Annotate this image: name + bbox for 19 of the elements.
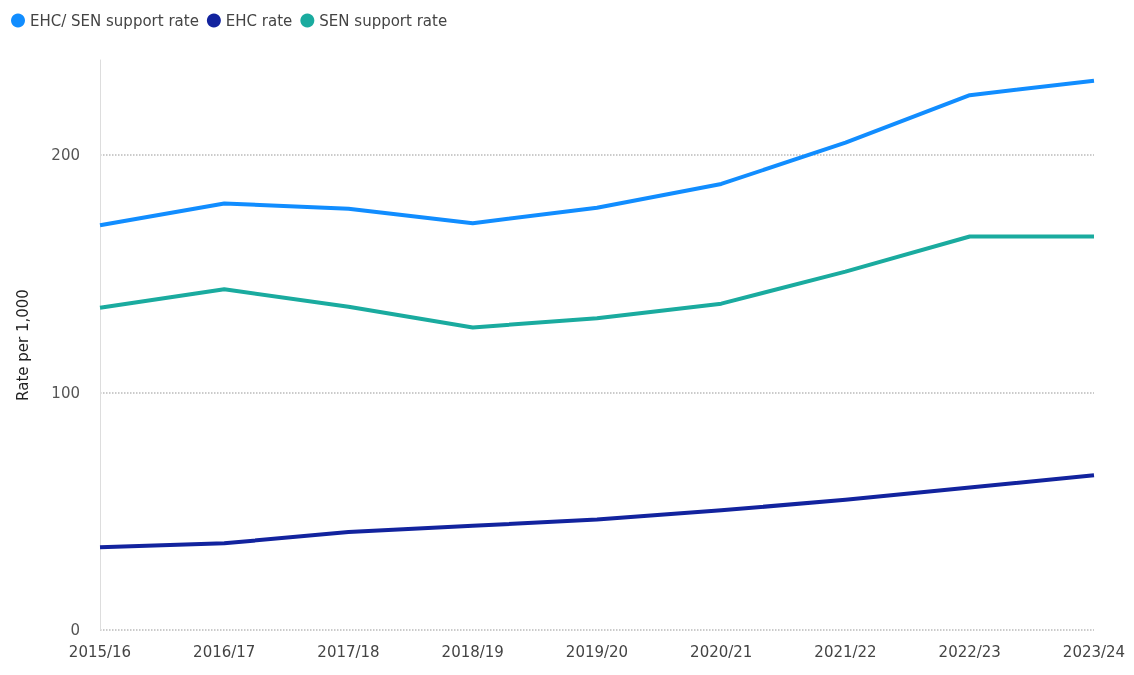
x-tick-label: 2021/22: [814, 642, 877, 661]
line-series: [98, 78, 1096, 228]
x-tick-label: 2023/24: [1062, 642, 1126, 661]
y-tick-label: 0: [70, 621, 80, 639]
x-tick-label: 2020/21: [690, 642, 753, 661]
x-tick-label: 2018/19: [441, 642, 504, 661]
y-tick-label: 200: [51, 146, 80, 164]
line-series: [98, 234, 1096, 330]
x-tick-label: 2015/16: [68, 642, 132, 661]
x-tick-label: 2017/18: [317, 642, 380, 661]
legend-label: EHC/ SEN support rate: [30, 11, 199, 30]
x-tick-label: 2022/23: [938, 642, 1001, 661]
y-tick-label: 100: [51, 383, 80, 402]
x-tick-label: 2019/20: [565, 642, 629, 661]
x-tick-label: 2016/17: [193, 642, 256, 661]
legend-label: SEN support rate: [319, 11, 448, 30]
legend-label: EHC rate: [225, 11, 293, 30]
line-series: [98, 473, 1096, 550]
y-axis-title: Rate per 1,000: [13, 289, 32, 401]
